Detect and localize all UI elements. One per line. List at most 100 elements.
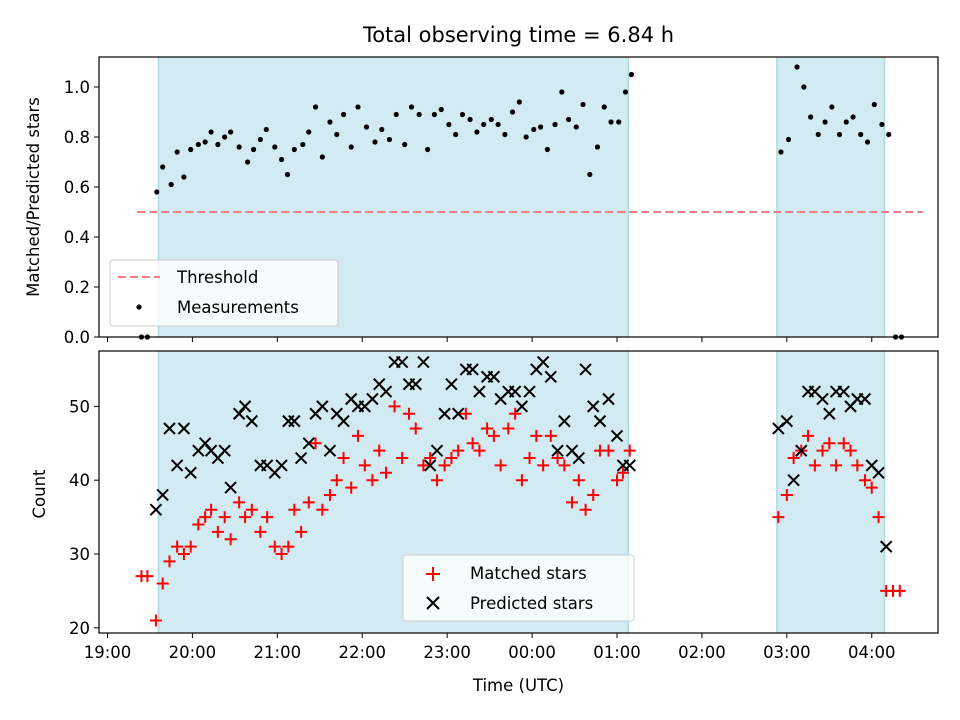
measurements-point	[355, 104, 361, 110]
matched-stars-point	[565, 496, 578, 509]
observing-window-shade	[776, 57, 885, 337]
matched-stars-point	[402, 407, 415, 420]
predicted-stars-point	[417, 355, 430, 369]
matched-stars-point	[459, 407, 472, 420]
ratio-legend-box	[109, 259, 339, 327]
matched-stars-point	[316, 503, 329, 516]
measurements-point	[864, 139, 871, 145]
matched-legend-label: Matched stars	[470, 564, 587, 583]
measurements-point	[587, 171, 593, 178]
predicted-stars-point	[795, 444, 808, 457]
measurements-point	[594, 144, 601, 150]
matched-stars-point	[544, 429, 557, 442]
matched-stars-point	[523, 452, 536, 465]
predicted-stars-point	[294, 451, 308, 465]
measurements-point	[168, 181, 174, 188]
measurements-point	[402, 141, 408, 148]
threshold-legend-label: Threshold	[176, 268, 258, 287]
predicted-stars-point	[395, 355, 409, 369]
x-tick-label: 21:00	[254, 643, 302, 662]
measurements-point	[843, 119, 849, 125]
predicted-stars-point	[487, 370, 501, 384]
matched-stars-point	[358, 459, 371, 472]
count-legend-box	[402, 554, 635, 622]
measurements-point	[372, 139, 378, 145]
y-tick-label: 0.6	[64, 178, 90, 197]
measurements-point	[245, 159, 251, 165]
matched-stars-point	[366, 474, 379, 487]
matched-stars-point	[844, 444, 857, 457]
measurements-point	[601, 104, 607, 110]
matched-stars-point	[323, 488, 336, 501]
predicted-stars-point	[337, 414, 350, 428]
matched-stars-point	[872, 511, 885, 524]
measurements-point	[778, 149, 784, 155]
measurements-point	[300, 141, 306, 148]
measurements-point	[160, 164, 166, 170]
measurements-point	[537, 124, 544, 130]
measurements-point	[306, 129, 312, 135]
measurements-legend-label: Measurements	[177, 298, 299, 317]
predicted-stars-point	[156, 488, 169, 502]
matched-stars-point	[551, 452, 564, 465]
measurements-point	[348, 144, 354, 150]
measurements-point	[495, 121, 501, 128]
predicted-stars-point	[515, 400, 529, 413]
predicted-legend-label: Predicted stars	[470, 594, 593, 613]
measurements-point	[174, 149, 180, 155]
matched-stars-point	[233, 496, 246, 509]
measurements-point	[488, 116, 494, 123]
predicted-stars-point	[302, 437, 315, 450]
measurements-point	[257, 136, 263, 143]
measurements-point	[502, 131, 508, 138]
y-tick-label: 40	[69, 471, 90, 490]
predicted-stars-point	[780, 414, 794, 428]
matched-stars-point	[275, 548, 288, 561]
matched-stars-point	[345, 481, 358, 494]
measurements-point	[481, 121, 487, 128]
measurements-point	[272, 144, 278, 150]
predicted-stars-point	[858, 392, 872, 406]
measurements-point	[552, 121, 558, 128]
measurements-point	[523, 134, 529, 140]
predicted-stars-point	[366, 392, 379, 406]
matched-stars-point	[268, 540, 281, 553]
measurements-point	[622, 89, 629, 95]
predicted-stars-point	[602, 392, 615, 406]
measurements-point	[580, 101, 586, 108]
matched-stars-point	[396, 452, 409, 465]
ratio-legend: Threshold Measurements	[109, 259, 339, 327]
matched-stars-point	[352, 429, 365, 442]
measurements-point	[340, 111, 347, 118]
matched-stars-point	[163, 555, 176, 568]
predicted-stars-point	[879, 540, 893, 553]
predicted-stars-point	[872, 466, 885, 480]
matched-stars-point	[295, 525, 308, 538]
x-tick-label: 01:00	[593, 643, 641, 662]
matched-stars-point	[787, 452, 800, 465]
predicted-stars-point	[623, 459, 636, 472]
predicted-stars-point	[409, 378, 422, 391]
matched-stars-point	[893, 584, 906, 597]
matched-stars-point	[823, 437, 836, 450]
measurements-point	[222, 134, 228, 140]
predicted-stars-point	[445, 378, 458, 391]
measurements-point	[871, 101, 877, 108]
predicted-stars-point	[816, 392, 829, 406]
ratio-plot-frame	[98, 56, 939, 338]
matched-stars-point	[171, 540, 184, 553]
matched-stars-point	[261, 511, 274, 524]
ratio-y-axis-label: Matched/Predicted stars	[24, 97, 43, 297]
predicted-stars-point	[523, 385, 536, 398]
predicted-stars-point	[275, 459, 288, 472]
predicted-stars-point	[544, 370, 557, 384]
measurements-point	[566, 116, 572, 123]
measurements-point	[236, 144, 242, 150]
ratio-panel: 0.0 0.2 0.4 0.6 0.8 1.0 Matched/Predicted sta…	[24, 56, 939, 347]
matched-stars-point	[409, 422, 422, 435]
measurements-point	[531, 126, 537, 133]
matched-stars-point	[380, 466, 393, 479]
measurements-point	[208, 129, 214, 135]
predicted-stars-point	[177, 422, 191, 435]
measurements-point	[393, 111, 399, 118]
